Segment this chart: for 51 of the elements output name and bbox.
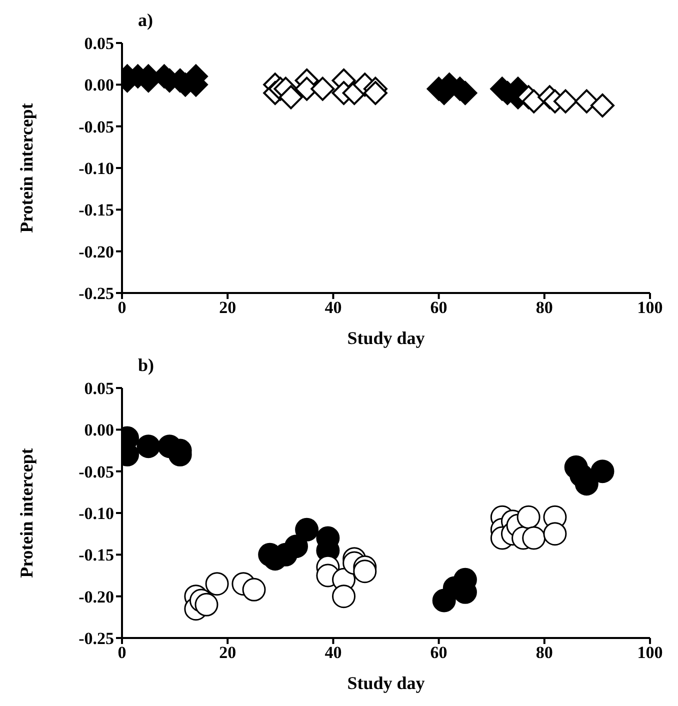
x-tick-label: 80: [536, 643, 553, 662]
x-axis-title: Study day: [347, 328, 425, 348]
point: [136, 434, 160, 458]
x-tick-label: 60: [430, 298, 448, 318]
x-tick-label: 100: [637, 643, 663, 662]
x-tick-label: 0: [118, 643, 126, 662]
point: [205, 572, 229, 596]
y-tick-label: -0.10: [78, 504, 114, 524]
y-tick-label: -0.20: [78, 587, 114, 606]
point: [310, 76, 335, 101]
y-tick-label: 0.05: [84, 379, 114, 398]
y-tick-label: -0.15: [78, 200, 114, 220]
y-tick-label: 0.05: [84, 34, 114, 54]
point: [278, 85, 303, 110]
point: [353, 560, 377, 584]
point: [522, 89, 546, 114]
x-tick-label: 40: [324, 643, 342, 662]
x-axis-title: Study day: [347, 672, 425, 693]
point: [590, 460, 614, 484]
y-tick-label: -0.10: [78, 159, 114, 178]
y-tick-label: 0.00: [84, 420, 114, 440]
y-tick-label: -0.25: [78, 284, 114, 304]
x-tick-label: 20: [219, 643, 236, 662]
point: [554, 89, 578, 114]
x-tick-label: 80: [536, 298, 553, 318]
point: [516, 505, 540, 529]
x-tick-label: 60: [430, 643, 448, 662]
point: [574, 89, 599, 114]
point: [543, 522, 567, 546]
x-tick-label: 0: [118, 298, 126, 318]
y-tick-label: -0.05: [78, 462, 114, 482]
point: [295, 518, 319, 542]
chart-title: a): [138, 10, 153, 31]
y-axis-title: Protein intercept: [16, 103, 36, 233]
y-tick-label: -0.05: [78, 117, 114, 136]
x-tick-label: 20: [219, 298, 236, 318]
y-axis-title: Protein intercept: [16, 448, 36, 578]
y-tick-label: -0.25: [78, 629, 114, 648]
x-tick-label: 40: [324, 298, 342, 318]
point: [284, 534, 308, 558]
chart-title: b): [138, 355, 154, 376]
point: [194, 592, 218, 616]
x-tick-label: 100: [637, 298, 663, 318]
point: [242, 578, 266, 602]
point: [332, 584, 356, 608]
point: [363, 81, 388, 105]
y-tick-label: 0.00: [84, 76, 114, 95]
point: [590, 94, 614, 118]
y-tick-label: -0.20: [78, 242, 114, 262]
point: [522, 526, 546, 550]
y-tick-label: -0.15: [78, 546, 114, 565]
